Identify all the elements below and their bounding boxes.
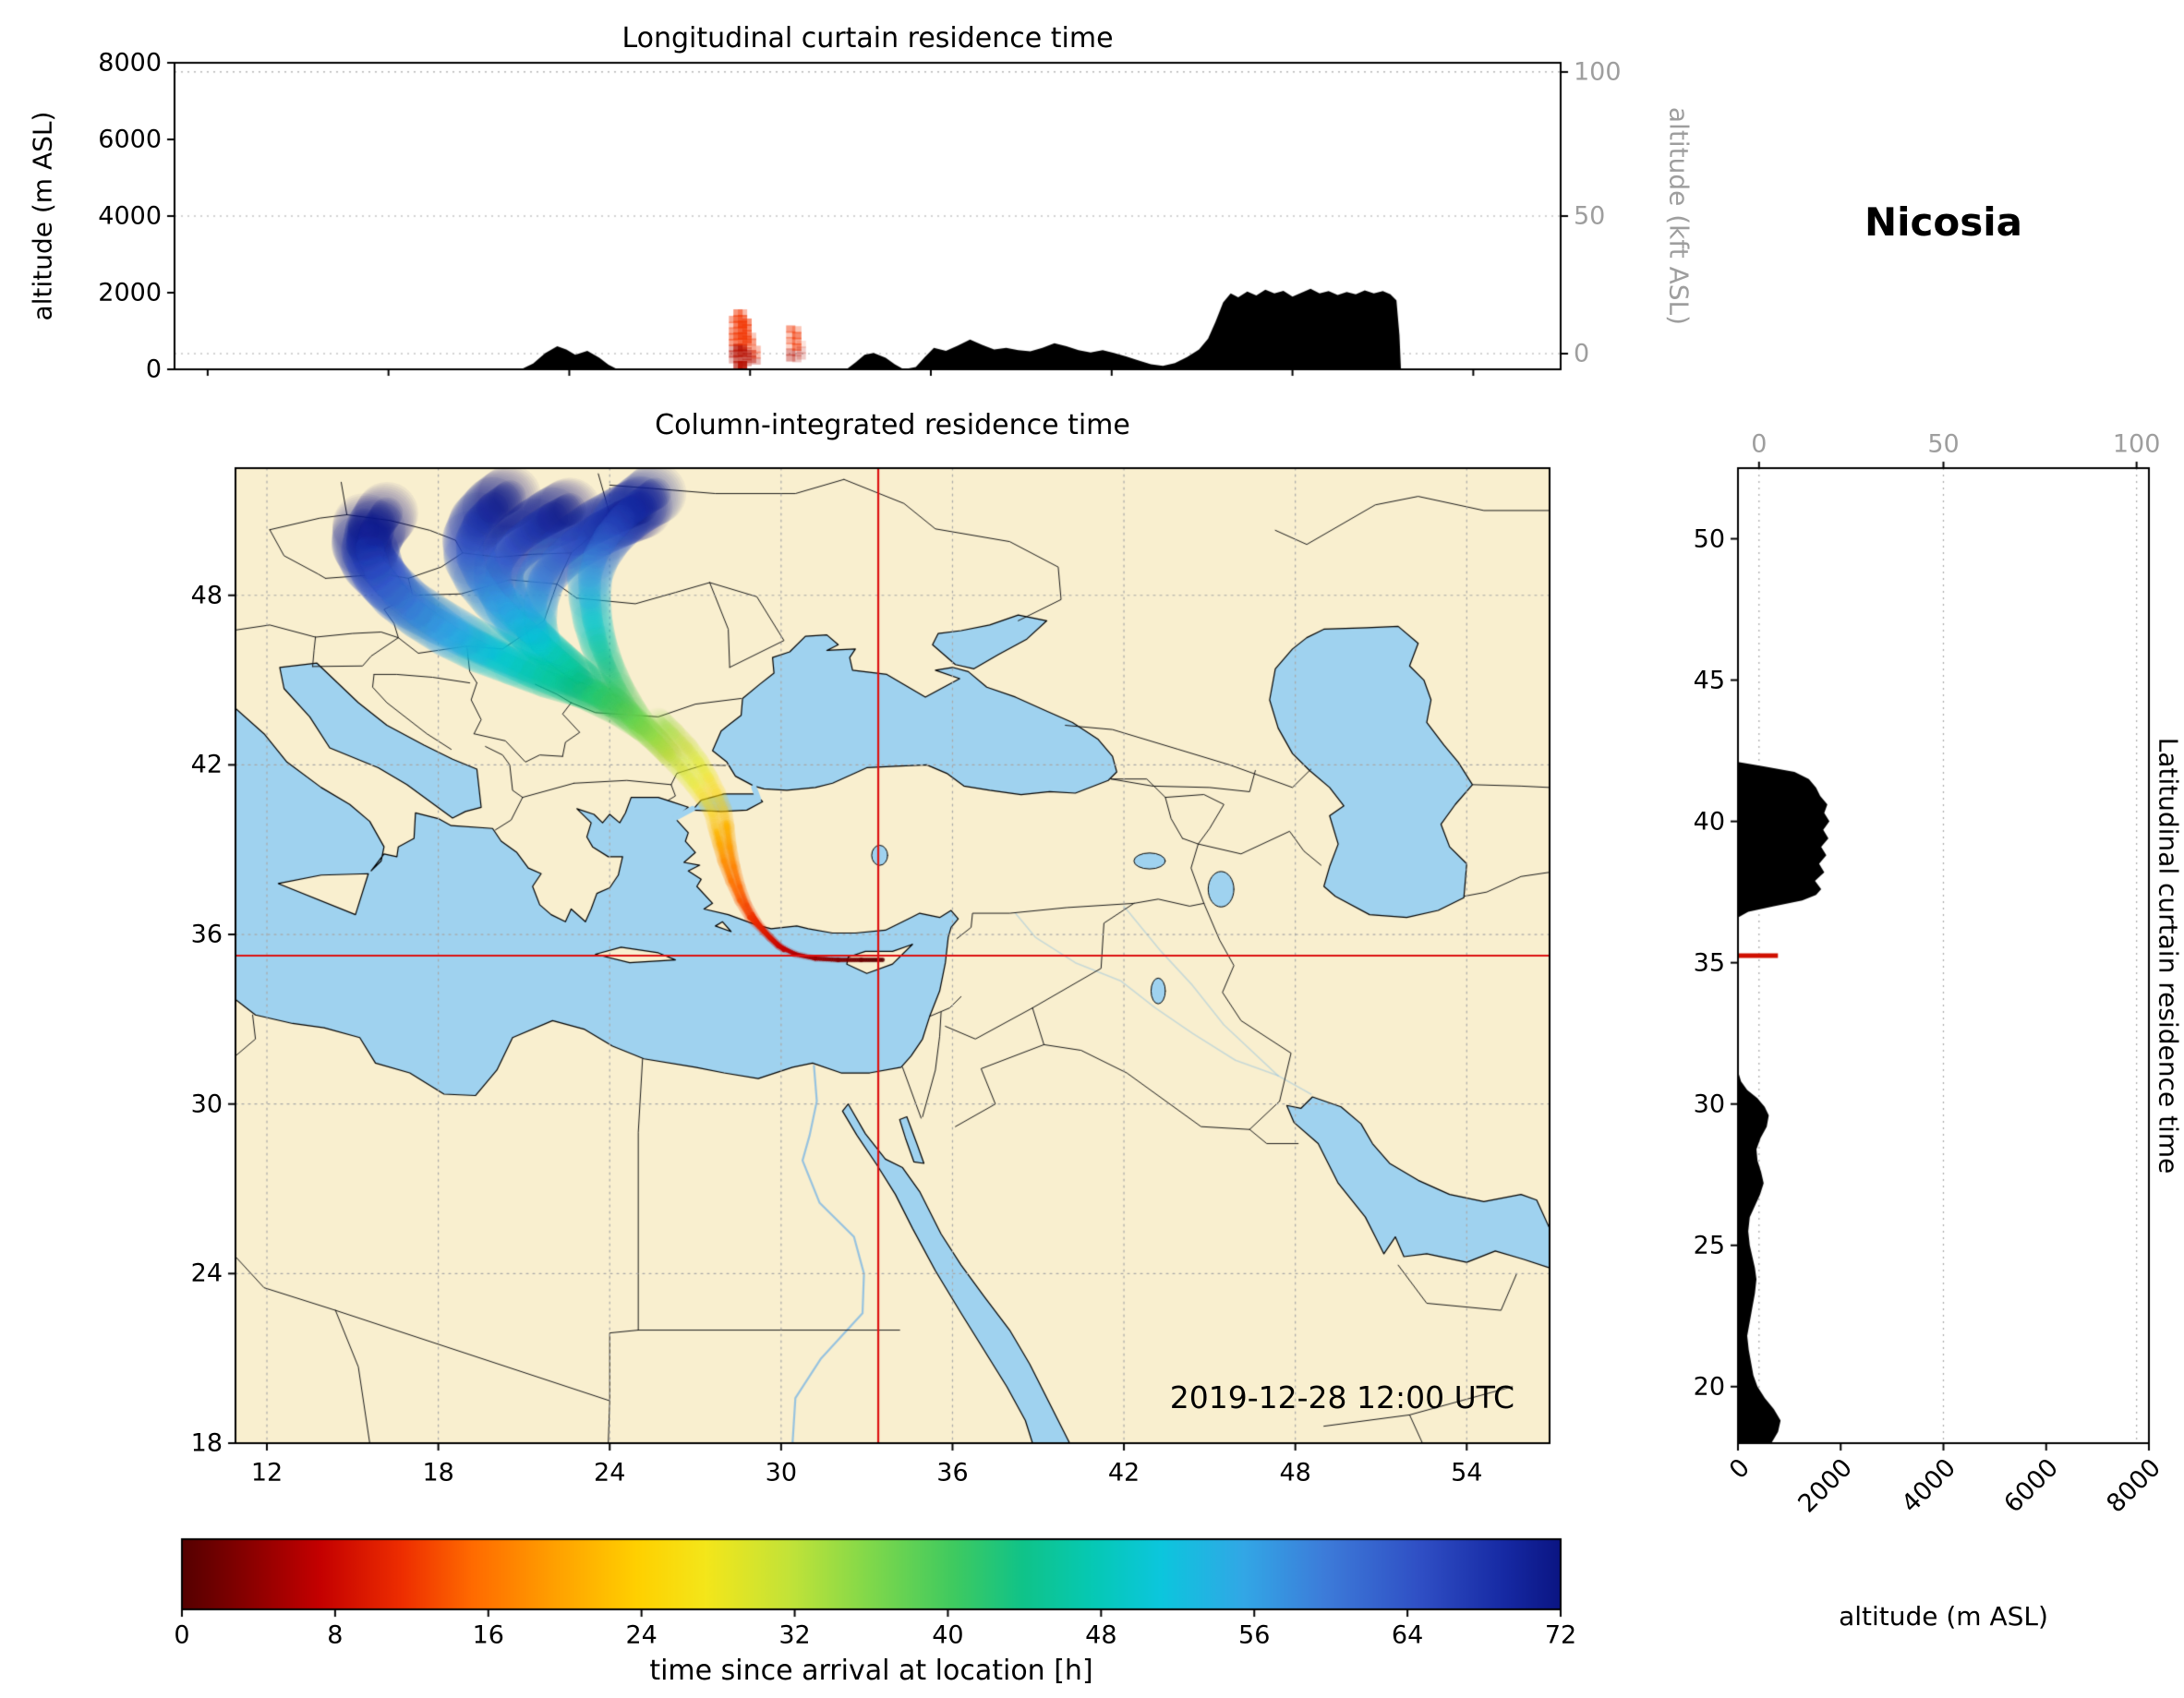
right-lat-tick: 50	[1693, 524, 1725, 554]
right-lat-tick: 35	[1693, 948, 1725, 978]
map-ytick: 30	[190, 1090, 223, 1119]
colorbar-tick: 40	[932, 1620, 964, 1650]
map-ytick: 18	[190, 1428, 223, 1458]
map-xtick: 30	[765, 1458, 798, 1487]
right-lat-tick: 20	[1693, 1372, 1725, 1402]
map-ytick: 36	[190, 920, 223, 949]
colorbar-tick: 64	[1391, 1620, 1424, 1650]
right-panel-xlabel: altitude (m ASL)	[1839, 1601, 2048, 1632]
colorbar-tick: 72	[1544, 1620, 1577, 1650]
map-xtick: 24	[594, 1458, 626, 1487]
map-xtick: 42	[1107, 1458, 1140, 1487]
top-panel-right-ylabel: altitude (kft ASL)	[1663, 106, 1695, 326]
colorbar-tick: 16	[472, 1620, 504, 1650]
colorbar-tick: 0	[174, 1620, 190, 1650]
top-ytick-m: 8000	[98, 48, 162, 78]
map-xtick: 18	[422, 1458, 454, 1487]
station-title: Nicosia	[1864, 199, 2023, 245]
top-ytick-m: 2000	[98, 278, 162, 307]
top-panel-ylabel: altitude (m ASL)	[27, 111, 58, 321]
colorbar-tick: 56	[1238, 1620, 1271, 1650]
map-ytick: 48	[190, 581, 223, 610]
top-ytick-kft: 50	[1574, 201, 1606, 231]
top-ytick-m: 6000	[98, 125, 162, 154]
right-lat-tick: 40	[1693, 807, 1725, 837]
right-top-tick: 0	[1751, 429, 1768, 459]
colorbar-tick: 8	[327, 1620, 344, 1650]
map-xtick: 36	[936, 1458, 969, 1487]
map-xtick: 12	[250, 1458, 284, 1487]
map-xtick: 54	[1451, 1458, 1483, 1487]
colorbar-tick: 48	[1085, 1620, 1117, 1650]
top-ytick-kft: 0	[1574, 339, 1590, 368]
top-ytick-kft: 100	[1574, 57, 1622, 87]
right-top-tick: 50	[1927, 429, 1960, 459]
top-ytick-m: 4000	[98, 201, 162, 231]
colorbar-tick: 32	[778, 1620, 811, 1650]
right-lat-tick: 45	[1693, 666, 1725, 695]
map-ytick: 42	[190, 750, 223, 779]
top-ytick-m: 0	[145, 355, 162, 384]
map-ytick: 24	[190, 1258, 223, 1288]
right-lat-tick: 30	[1693, 1090, 1725, 1119]
longitudinal-panel-title: Longitudinal curtain residence time	[621, 22, 1114, 54]
map-xtick: 48	[1279, 1458, 1311, 1487]
latitudinal-panel-label: Latitudinal curtain residence time	[2153, 737, 2184, 1174]
right-top-tick: 100	[2112, 429, 2161, 459]
map-timestamp: 2019-12-28 12:00 UTC	[1169, 1379, 1514, 1415]
right-lat-tick: 25	[1693, 1231, 1725, 1260]
map-panel-title: Column-integrated residence time	[655, 409, 1130, 441]
colorbar-label: time since arrival at location [h]	[649, 1655, 1093, 1687]
colorbar-tick: 24	[625, 1620, 658, 1650]
